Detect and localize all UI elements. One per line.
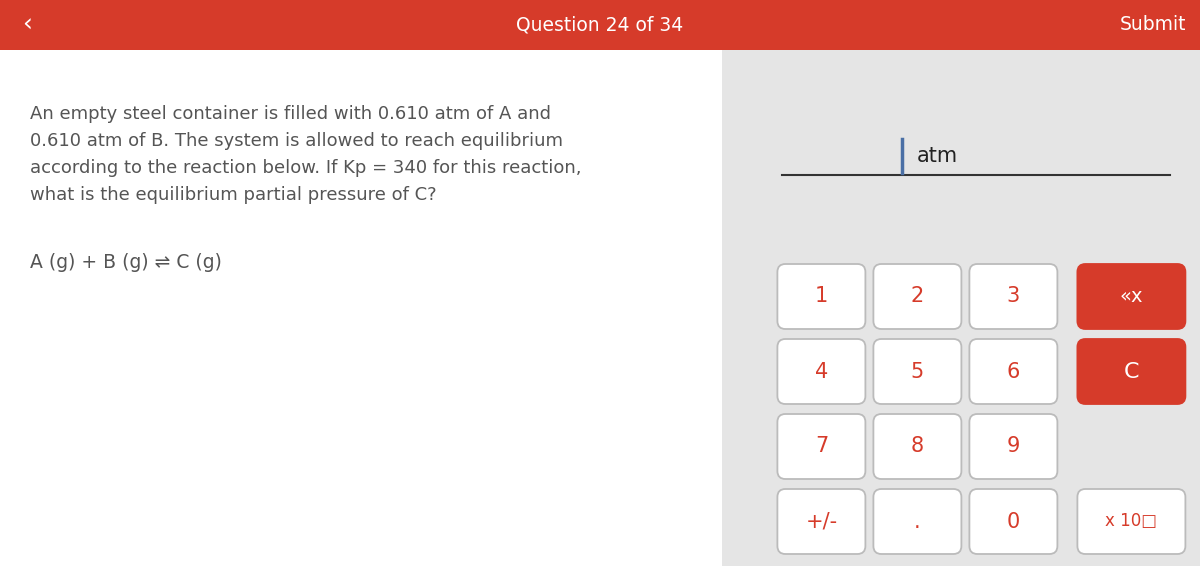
FancyBboxPatch shape [778, 264, 865, 329]
Text: C: C [1123, 362, 1139, 381]
Text: atm: atm [917, 146, 958, 166]
Text: what is the equilibrium partial pressure of C?: what is the equilibrium partial pressure… [30, 186, 437, 204]
Text: 4: 4 [815, 362, 828, 381]
Text: Submit: Submit [1120, 15, 1186, 35]
FancyBboxPatch shape [970, 264, 1057, 329]
Bar [722, 50, 1200, 566]
FancyBboxPatch shape [874, 489, 961, 554]
FancyBboxPatch shape [778, 414, 865, 479]
Text: .: . [914, 512, 920, 531]
Text: 3: 3 [1007, 286, 1020, 307]
Text: x 10□: x 10□ [1105, 512, 1158, 530]
FancyBboxPatch shape [778, 489, 865, 554]
Bar [0, 0, 1200, 50]
Text: An empty steel container is filled with 0.610 atm of A and: An empty steel container is filled with … [30, 105, 551, 123]
Text: ‹: ‹ [22, 13, 32, 37]
Text: 9: 9 [1007, 436, 1020, 457]
Text: +/-: +/- [805, 512, 838, 531]
FancyBboxPatch shape [874, 339, 961, 404]
Text: Question 24 of 34: Question 24 of 34 [516, 15, 684, 35]
FancyBboxPatch shape [1078, 489, 1186, 554]
FancyBboxPatch shape [970, 489, 1057, 554]
Text: 2: 2 [911, 286, 924, 307]
Text: 0: 0 [1007, 512, 1020, 531]
Text: 7: 7 [815, 436, 828, 457]
FancyBboxPatch shape [1078, 339, 1186, 404]
Text: 5: 5 [911, 362, 924, 381]
FancyBboxPatch shape [874, 264, 961, 329]
FancyBboxPatch shape [778, 339, 865, 404]
Bar [719, 50, 722, 566]
Text: 6: 6 [1007, 362, 1020, 381]
Text: 8: 8 [911, 436, 924, 457]
Text: 1: 1 [815, 286, 828, 307]
FancyBboxPatch shape [874, 414, 961, 479]
Text: according to the reaction below. If Kp = 340 for this reaction,: according to the reaction below. If Kp =… [30, 159, 582, 177]
FancyBboxPatch shape [1078, 264, 1186, 329]
Text: «x: «x [1120, 287, 1144, 306]
Text: 0.610 atm of B. The system is allowed to reach equilibrium: 0.610 atm of B. The system is allowed to… [30, 132, 563, 150]
Text: A (g) + B (g) ⇌ C (g): A (g) + B (g) ⇌ C (g) [30, 253, 222, 272]
FancyBboxPatch shape [970, 339, 1057, 404]
FancyBboxPatch shape [970, 414, 1057, 479]
